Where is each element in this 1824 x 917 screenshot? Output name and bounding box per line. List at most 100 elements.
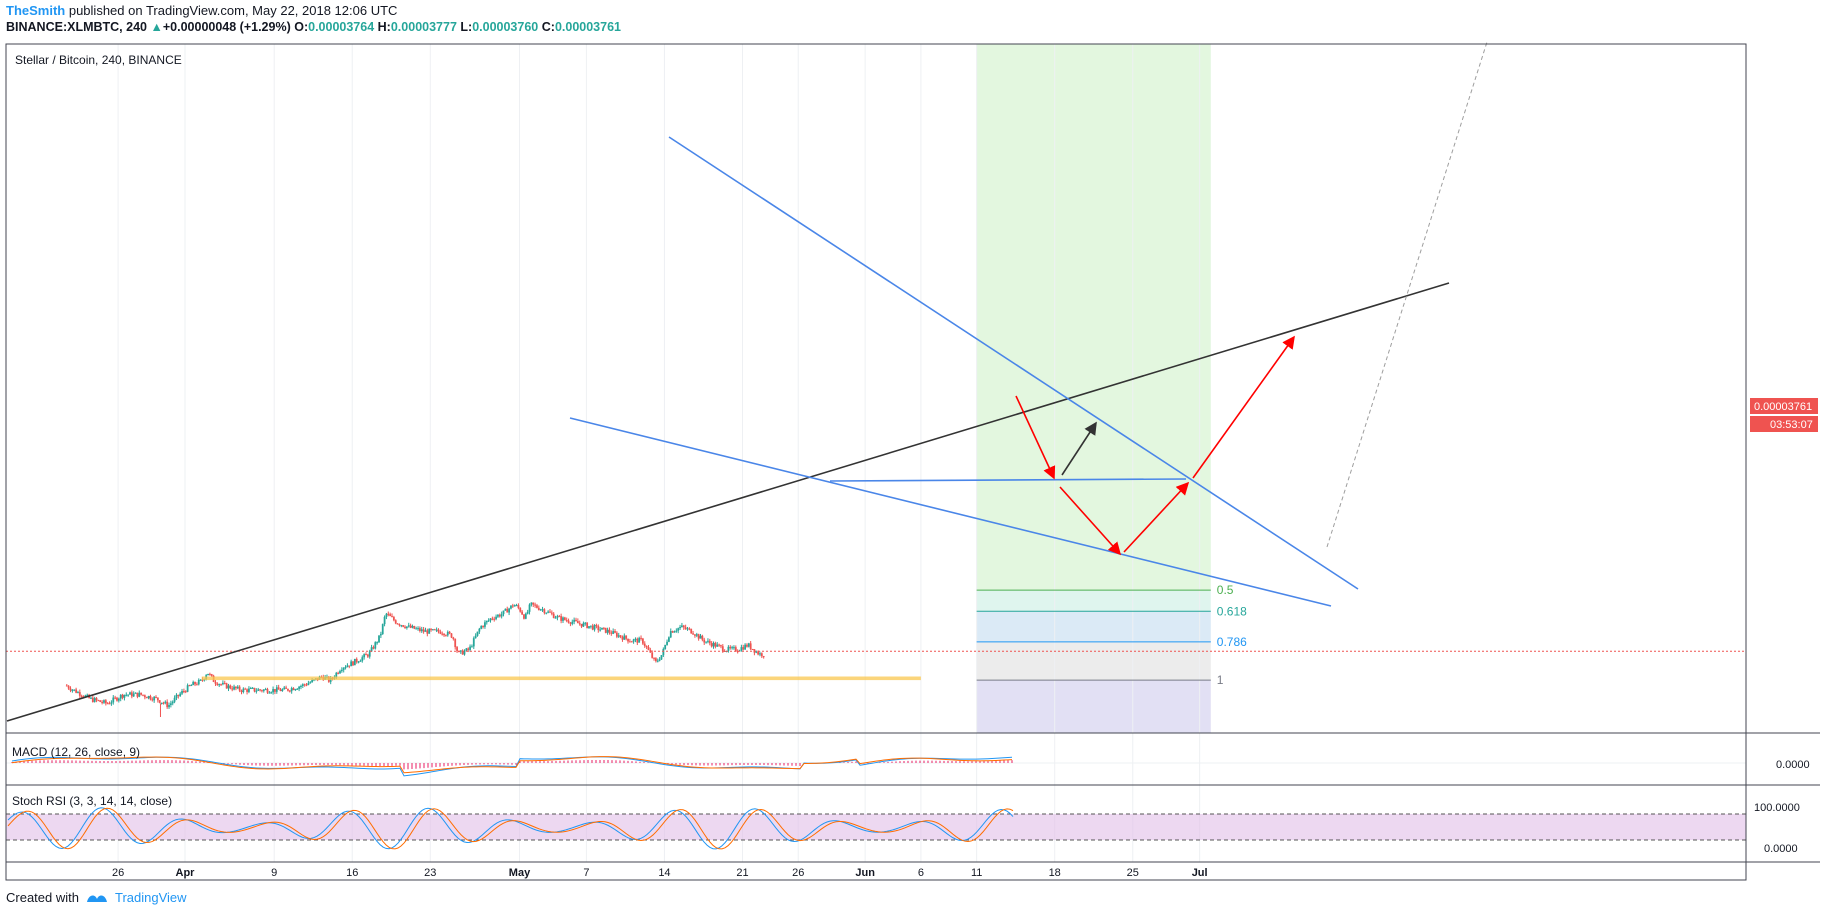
- candle-body: [524, 613, 527, 619]
- candle-body: [169, 703, 172, 706]
- candle-body: [588, 626, 590, 629]
- candle-body: [381, 624, 384, 635]
- candle-body: [238, 686, 241, 691]
- candle-body: [640, 637, 642, 639]
- close-label: C:: [541, 20, 555, 34]
- candle-body: [400, 625, 403, 627]
- candle-body: [348, 665, 351, 667]
- candle-body: [721, 646, 724, 651]
- candle-body: [335, 672, 338, 678]
- candle-body: [556, 616, 559, 618]
- candle-body: [132, 693, 135, 697]
- macd-signal-line: [11, 756, 1013, 774]
- candle-body: [195, 684, 198, 686]
- candle-body: [734, 647, 737, 652]
- candle-body: [259, 689, 261, 691]
- candle-body: [97, 700, 100, 702]
- candle-body: [127, 694, 130, 696]
- descending-resistance-line: [668, 136, 1359, 590]
- candle-body: [199, 679, 202, 681]
- candle-body: [71, 689, 74, 691]
- candle-body: [471, 646, 473, 648]
- stoch-title: Stoch RSI (3, 3, 14, 14, close): [12, 794, 172, 808]
- candle-body: [580, 623, 583, 627]
- candle-body: [643, 643, 646, 646]
- candle-body: [353, 658, 356, 666]
- candle-body: [112, 697, 115, 703]
- candle-body: [402, 625, 405, 627]
- candle-body: [229, 685, 232, 689]
- candle-body: [227, 685, 230, 689]
- candle-body: [506, 608, 509, 613]
- candle-body: [262, 689, 265, 692]
- candle-body: [452, 637, 455, 639]
- fib-label-1: 0.618: [1217, 604, 1247, 618]
- candle-body: [145, 697, 148, 699]
- tradingview-link[interactable]: TradingView: [114, 890, 187, 905]
- candle-body: [537, 607, 540, 610]
- candle-body: [264, 689, 267, 691]
- candle-body: [192, 681, 195, 686]
- candle-body: [383, 616, 386, 625]
- candle-body: [214, 681, 217, 684]
- candle-body: [615, 632, 618, 637]
- candle-body: [484, 622, 486, 627]
- author-link[interactable]: TheSmith: [6, 3, 66, 18]
- candle-body: [346, 665, 349, 668]
- candle-body: [571, 621, 574, 624]
- footer: Created with TradingView: [6, 890, 187, 905]
- candle-body: [686, 628, 689, 630]
- candle-body: [342, 667, 345, 670]
- candle-body: [179, 693, 182, 696]
- candle-body: [660, 655, 663, 660]
- candle-body: [500, 614, 503, 617]
- countdown-label: 03:53:07: [1770, 419, 1813, 431]
- candle-body: [718, 644, 720, 646]
- candle-body: [703, 639, 706, 643]
- candle-body: [445, 635, 447, 637]
- candle-body: [244, 688, 247, 690]
- support-zone-rect: [201, 676, 921, 681]
- candle-body: [526, 611, 529, 614]
- candle-body: [103, 700, 105, 703]
- horizontal-support-line: [829, 478, 1187, 482]
- fib-label-2: 0.786: [1217, 635, 1247, 649]
- candle-body: [595, 625, 598, 627]
- candle-body: [220, 684, 222, 686]
- candle-body: [235, 686, 237, 689]
- candle-body: [359, 660, 362, 662]
- time-tick-label: 11: [971, 867, 982, 879]
- candle-body: [656, 660, 659, 662]
- candle-body: [387, 613, 390, 615]
- candle-body: [67, 686, 70, 689]
- candle-body: [573, 619, 576, 622]
- candle-body: [281, 689, 284, 692]
- red-arrow-0: [1015, 395, 1056, 480]
- candle-body: [517, 605, 520, 608]
- rising-trendline: [6, 282, 1450, 722]
- time-tick-label: 26: [792, 867, 804, 879]
- candle-body: [446, 631, 449, 636]
- candle-body: [164, 701, 167, 704]
- candle-body: [426, 630, 429, 634]
- candle-body: [480, 626, 483, 629]
- symbol-info: BINANCE:XLMBTC, 240 ▲+0.00000048 (+1.29%…: [6, 20, 621, 34]
- candle-body: [701, 635, 704, 640]
- candle-body: [736, 651, 739, 653]
- candle-body: [106, 703, 109, 705]
- high-value: 0.00003777: [390, 20, 457, 34]
- symbol: BINANCE:XLMBTC, 240: [6, 20, 147, 34]
- candle-body: [186, 685, 189, 692]
- candle-body: [589, 625, 592, 627]
- candle-body: [130, 692, 133, 697]
- candle-body: [197, 679, 200, 685]
- red-arrow-2: [1123, 481, 1190, 553]
- candle-body: [677, 628, 680, 631]
- low-label: L:: [460, 20, 473, 34]
- candle-body: [666, 641, 668, 645]
- candle-body: [733, 647, 735, 649]
- candle-body: [757, 651, 760, 655]
- candle-body: [497, 614, 499, 617]
- candle-body: [339, 671, 341, 674]
